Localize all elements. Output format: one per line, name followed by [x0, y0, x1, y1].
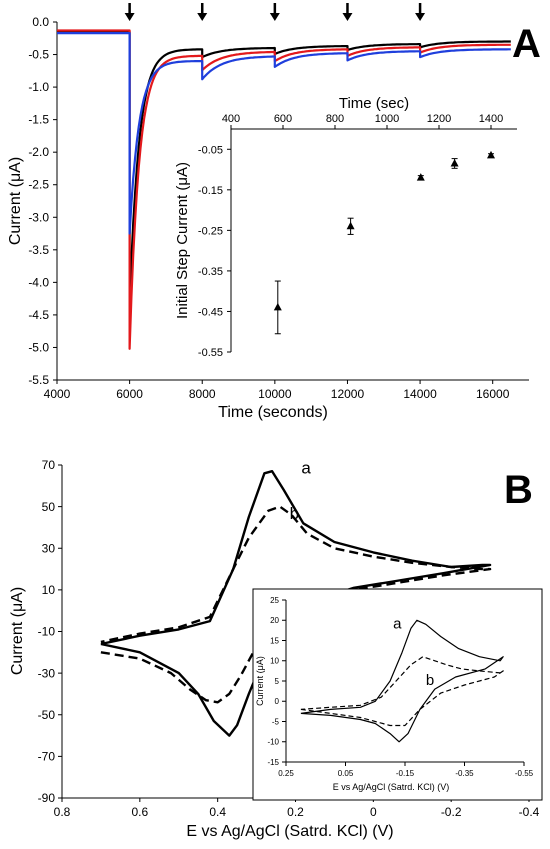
inset-y-tick-label: 25	[270, 596, 279, 605]
x-axis-label: E vs Ag/AgCl (Satrd. KCl) (V)	[186, 823, 393, 840]
y-tick-label: -3.0	[28, 210, 49, 224]
inset-y-tick-label: -0.15	[198, 185, 223, 197]
inset-background	[231, 129, 517, 352]
inset-x-tick-label: -0.15	[396, 769, 415, 778]
inset-y-tick-label: 5	[275, 677, 280, 686]
inset-y-axis-label: Initial Step Current (μA)	[174, 162, 191, 319]
y-tick-label: -4.5	[28, 308, 49, 322]
y-tick-label: -30	[38, 666, 56, 680]
y-tick-label: 0.0	[32, 15, 49, 29]
y-tick-label: -5.5	[28, 373, 49, 387]
current-trace-2	[57, 29, 511, 350]
y-axis-label: Current (μA)	[7, 157, 24, 245]
y-tick-label: -5.0	[28, 340, 49, 354]
x-tick-label: 8000	[189, 387, 216, 401]
inset-cv-curve-a	[300, 619, 504, 743]
x-tick-label: 10000	[258, 387, 292, 401]
y-axis-label: Current (μA)	[9, 587, 26, 675]
x-tick-label: 12000	[331, 387, 365, 401]
inset-curve-label: b	[426, 672, 434, 689]
inset-y-axis-label: Current (μA)	[255, 656, 265, 706]
y-tick-label: 70	[42, 458, 56, 472]
inset-x-tick-label: 1200	[427, 113, 451, 125]
y-tick-label: -1.0	[28, 80, 49, 94]
curve-label: b	[290, 504, 299, 523]
inset-x-axis-label: Time (sec)	[339, 95, 409, 112]
y-tick-label: -4.0	[28, 275, 49, 289]
inset-x-axis-label: E vs Ag/AgCl (Satrd. KCl) (V)	[333, 782, 450, 792]
x-tick-label: 6000	[116, 387, 143, 401]
inset-x-tick-label: 800	[326, 113, 344, 125]
data-point-triangle	[346, 221, 355, 230]
y-tick-label: -2.5	[28, 178, 49, 192]
current-trace-3	[57, 31, 511, 235]
data-point-triangle	[416, 173, 425, 181]
panel-a-inset-chart: 400 600 800 1000 1200 1400 -0.05 -0.15 -0.25 -0.3…	[174, 95, 517, 359]
x-tick-label: 16000	[476, 387, 510, 401]
x-tick-label: 0.6	[131, 805, 148, 819]
x-tick-label: 0	[370, 805, 377, 819]
data-point-triangle	[487, 150, 495, 159]
y-tick-label: -1.5	[28, 113, 49, 127]
injection-arrow-head	[342, 13, 353, 21]
panel-b-inset-chart: 25 20 15 10 5 0 -5 -10 -15 0.25 0.05 -0.15 -0.35 -0.5…	[252, 588, 543, 801]
inset-y-tick-label: -0.35	[198, 266, 223, 278]
inset-y-tick-label: -0.25	[198, 225, 223, 237]
x-tick-label: 14000	[403, 387, 437, 401]
panel-b-letter: B	[504, 468, 533, 512]
inset-y-tick-label: -0.55	[198, 347, 223, 359]
inset-y-tick-label: -15	[267, 758, 279, 767]
y-tick-label: -3.5	[28, 243, 49, 257]
inset-cv-curve-b	[300, 656, 504, 727]
inset-x-tick-label: 1000	[375, 113, 399, 125]
inset-y-tick-label: -5	[272, 717, 280, 726]
y-tick-label: -90	[38, 791, 56, 805]
curve-label: a	[301, 458, 311, 477]
current-trace-1	[57, 30, 511, 307]
inset-curve-label: a	[393, 615, 402, 632]
data-point-triangle	[450, 158, 459, 167]
cv-curve-a	[100, 470, 492, 737]
x-tick-label: 0.4	[209, 805, 226, 819]
inset-x-tick-label: -0.55	[515, 769, 534, 778]
inset-x-tick-label: -0.35	[455, 769, 474, 778]
inset-frame	[252, 588, 543, 801]
cv-curve-b	[100, 505, 492, 704]
panel-a-letter: A	[512, 22, 541, 66]
x-tick-label: 0.2	[287, 805, 304, 819]
inset-y-tick-label: -0.45	[198, 306, 223, 318]
inset-x-tick-label: 1400	[479, 113, 503, 125]
y-tick-label: 30	[42, 541, 56, 555]
inset-x-tick-label: 600	[274, 113, 292, 125]
x-tick-label: 4000	[44, 387, 71, 401]
injection-arrow-head	[415, 13, 426, 21]
inset-x-tick-label: 0.25	[278, 769, 294, 778]
inset-x-tick-label: 0.05	[338, 769, 354, 778]
inset-y-tick-label: 20	[270, 616, 279, 625]
inset-y-tick-label: -10	[267, 738, 279, 747]
x-tick-label: 0.8	[54, 805, 71, 819]
y-tick-label: -10	[38, 625, 56, 639]
y-tick-label: 10	[42, 583, 56, 597]
x-axis-label: Time (seconds)	[218, 404, 328, 421]
x-tick-label: -0.4	[519, 805, 540, 819]
y-tick-label: -70	[38, 750, 56, 764]
inset-y-tick-label: -0.05	[198, 144, 223, 156]
panel-a-chart: 0.0 -0.5 -1.0 -1.5 -2.0 -2.5 -3.0 -3.5 -4.0 -4.5 -…	[7, 3, 529, 421]
inset-x-tick-label: 400	[222, 113, 240, 125]
y-tick-label: -2.0	[28, 145, 49, 159]
data-point-triangle	[273, 302, 282, 311]
y-tick-label: -0.5	[28, 48, 49, 62]
inset-y-tick-label: 15	[270, 636, 279, 645]
inset-y-tick-label: 10	[270, 657, 279, 666]
injection-arrow-head	[197, 13, 208, 21]
injection-arrow-head	[124, 13, 135, 21]
y-tick-label: -50	[38, 708, 56, 722]
inset-y-tick-label: 0	[275, 697, 280, 706]
y-tick-label: 50	[42, 500, 56, 514]
x-tick-label: -0.2	[441, 805, 462, 819]
injection-arrow-head	[269, 13, 280, 21]
